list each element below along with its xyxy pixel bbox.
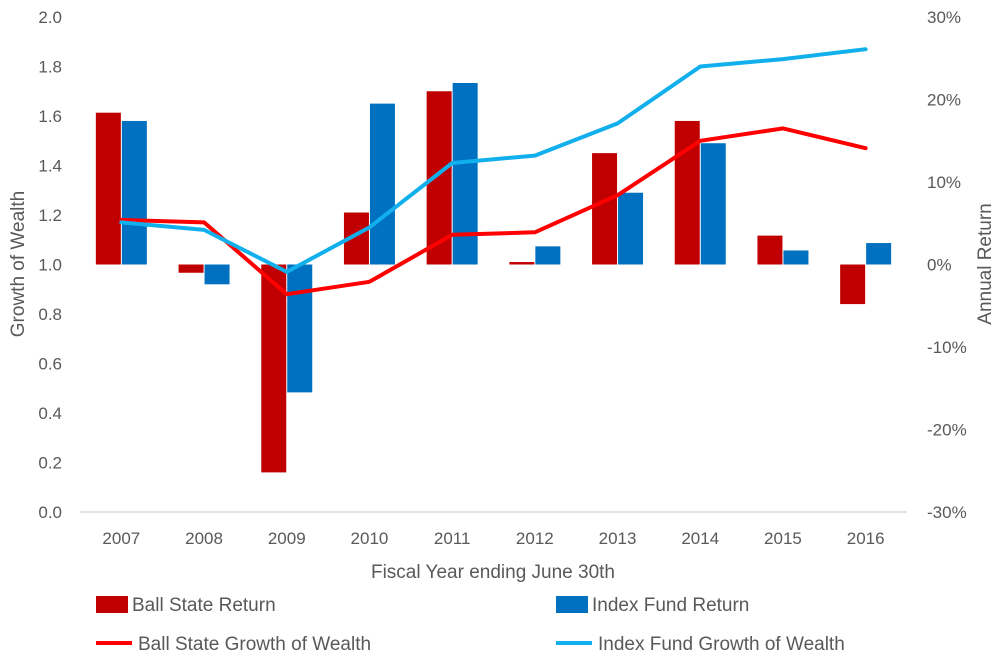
left-y-tick-0-8: 0.8 [38,305,62,324]
right-y-tick-20: 20% [927,91,961,110]
bar-index-fund-return-2009 [287,264,313,393]
left-y-tick-1-0: 1.0 [38,256,62,275]
x-tick-2010: 2010 [351,529,389,548]
x-tick-2008: 2008 [185,529,223,548]
legend-label-ball-state-growth: Ball State Growth of Wealth [138,634,371,655]
x-tick-2007: 2007 [102,529,140,548]
bar-index-fund-return-2016 [866,243,892,265]
left-y-axis-title: Growth of Wealth [8,191,29,337]
right-y-tick-30: -30% [927,503,967,522]
bar-ball-state-return-2007 [95,112,121,265]
left-y-tick-1-4: 1.4 [38,157,62,176]
x-tick-2016: 2016 [847,529,885,548]
x-tick-2012: 2012 [516,529,554,548]
left-y-tick-1-2: 1.2 [38,206,62,225]
bar-index-fund-return-2010 [369,103,395,265]
bar-ball-state-return-2013 [592,153,618,265]
bar-ball-state-return-2016 [840,264,866,305]
right-y-tick-10: -10% [927,338,967,357]
legend-swatch-ball-state-return [96,596,128,613]
x-tick-2011: 2011 [434,529,471,548]
bar-index-fund-return-2007 [121,120,147,265]
left-y-tick-0-2: 0.2 [38,454,62,473]
x-tick-2014: 2014 [681,529,719,548]
right-y-tick-labels: -30% -20% -10% 0% 10% 20% 30% [927,8,967,522]
bar-index-fund-return-2008 [204,264,230,285]
left-y-tick-1-6: 1.6 [38,107,62,126]
bar-ball-state-return-2008 [178,264,204,273]
right-y-tick-30: 30% [927,8,961,27]
bar-ball-state-return-2012 [509,262,535,265]
legend-label-index-fund-return: Index Fund Return [592,595,749,616]
left-y-tick-1-8: 1.8 [38,58,62,77]
legend-swatch-index-fund-return [556,596,588,613]
x-tick-2013: 2013 [599,529,637,548]
bar-index-fund-return-2014 [700,143,726,265]
line-series-group [119,47,868,297]
legend-label-index-fund-growth: Index Fund Growth of Wealth [598,634,845,655]
x-tick-2009: 2009 [268,529,306,548]
legend-label-ball-state-return: Ball State Return [132,595,276,616]
line-index-fund-growth-of-wealth [119,47,868,274]
bar-index-fund-return-2012 [535,246,561,265]
bar-series-group [95,83,892,473]
line-ball-state-growth-of-wealth [119,126,868,297]
left-y-tick-labels: 0.0 0.2 0.4 0.6 0.8 1.0 1.2 1.4 1.6 1.8 2.0 [38,8,62,522]
x-tick-2015: 2015 [764,529,802,548]
bar-index-fund-return-2011 [452,83,478,265]
x-tick-labels: 2007 2008 2009 2010 2011 2012 2013 2014 2015 2016 [102,529,884,548]
right-y-axis-title: Annual Return [975,203,996,324]
bar-index-fund-return-2013 [618,192,644,265]
right-y-tick-10: 10% [927,173,961,192]
left-y-tick-0-0: 0.0 [38,503,62,522]
x-axis-title: Fiscal Year ending June 30th [371,562,615,583]
left-y-tick-0-6: 0.6 [38,355,62,374]
left-y-tick-0-4: 0.4 [38,404,62,423]
bar-ball-state-return-2009 [261,264,287,473]
right-y-tick-0: 0% [927,256,952,275]
bar-index-fund-return-2015 [783,250,809,265]
bar-ball-state-return-2015 [757,235,783,265]
left-y-tick-2-0: 2.0 [38,8,62,27]
right-y-tick-20: -20% [927,421,967,440]
legend: Ball State Return Index Fund Return Ball… [96,595,845,655]
